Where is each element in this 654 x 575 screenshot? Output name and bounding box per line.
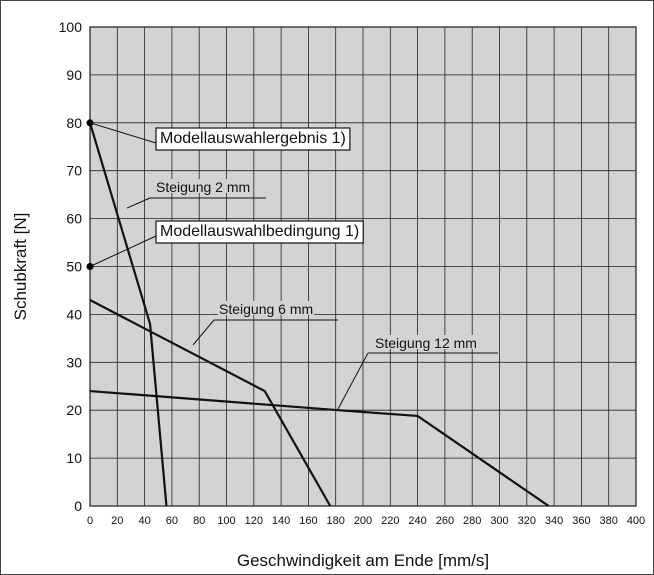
series-line-3 xyxy=(89,389,550,507)
leader-line-ergebnis xyxy=(89,122,157,144)
x-tick-label: 80 xyxy=(193,515,205,527)
y-tick-label: 80 xyxy=(66,115,82,131)
series-line-2 xyxy=(89,299,332,507)
leader-line-bedingung xyxy=(89,235,157,267)
leader-line-s6 xyxy=(192,319,215,346)
y-tick-label: 0 xyxy=(74,498,82,514)
y-tick-label: 100 xyxy=(59,19,83,35)
x-tick-label: 340 xyxy=(545,515,563,527)
data-point-marker xyxy=(86,119,94,127)
x-tick-label: 20 xyxy=(111,515,123,527)
x-axis-title: Geschwindigkeit am Ende [mm/s] xyxy=(237,551,489,570)
y-tick-label: 20 xyxy=(66,402,82,418)
y-tick-label: 70 xyxy=(66,163,82,179)
x-tick-label: 240 xyxy=(408,515,426,527)
annotation-s2: Steigung 2 mm xyxy=(156,179,250,195)
x-tick-label: 300 xyxy=(490,515,508,527)
x-tick-label: 360 xyxy=(572,515,590,527)
y-axis-title: Schubkraft [N] xyxy=(11,213,30,321)
x-tick-label: 120 xyxy=(245,515,263,527)
x-tick-label: 220 xyxy=(381,515,399,527)
x-tick-label: 400 xyxy=(627,515,645,527)
series-lines xyxy=(88,122,550,507)
series-line-1 xyxy=(88,122,168,507)
x-tick-label: 40 xyxy=(138,515,150,527)
y-tick-label: 30 xyxy=(66,354,82,370)
x-tick-label: 160 xyxy=(299,515,317,527)
annotation-s12: Steigung 12 mm xyxy=(375,335,477,351)
y-tick-label: 90 xyxy=(66,67,82,83)
data-markers xyxy=(86,119,94,270)
x-tick-label: 180 xyxy=(327,515,345,527)
annotation-leaders xyxy=(89,122,498,410)
y-tick-label: 50 xyxy=(66,259,82,275)
y-tick-label: 10 xyxy=(66,450,82,466)
annotation-box-ergebnis xyxy=(155,127,351,151)
annotation-bedingung: Modellauswahlbedingung 1) xyxy=(160,223,359,240)
x-tick-label: 320 xyxy=(518,515,536,527)
x-tick-label: 0 xyxy=(87,515,93,527)
y-axis-ticks: 0 10 20 30 40 50 60 70 80 90 100 xyxy=(59,19,83,514)
annotation-box-bedingung xyxy=(155,220,364,244)
annotation-bg-s2 xyxy=(155,179,252,193)
x-tick-label: 200 xyxy=(354,515,372,527)
annotation-ergebnis: Modellauswahlergebnis 1) xyxy=(160,130,346,147)
annotation-bg-s12 xyxy=(374,335,478,349)
x-tick-label: 60 xyxy=(166,515,178,527)
x-tick-label: 280 xyxy=(463,515,481,527)
annotations: Modellauswahlergebnis 1) Modellauswahlbed… xyxy=(155,127,478,351)
x-tick-label: 100 xyxy=(217,515,235,527)
x-axis-ticks: 0 20 40 60 80 100 120 140 160 180 200 220 240 260 280 3… xyxy=(87,515,645,527)
annotation-bg-s6 xyxy=(218,301,315,315)
x-tick-label: 260 xyxy=(436,515,454,527)
x-tick-label: 380 xyxy=(600,515,618,527)
x-tick-label: 140 xyxy=(272,515,290,527)
grid xyxy=(89,26,637,507)
y-tick-label: 60 xyxy=(66,211,82,227)
y-tick-label: 40 xyxy=(66,306,82,322)
leader-line-s12 xyxy=(337,352,369,410)
annotation-s6: Steigung 6 mm xyxy=(219,301,313,317)
data-point-marker xyxy=(86,263,94,270)
leader-line-s2 xyxy=(126,197,151,209)
